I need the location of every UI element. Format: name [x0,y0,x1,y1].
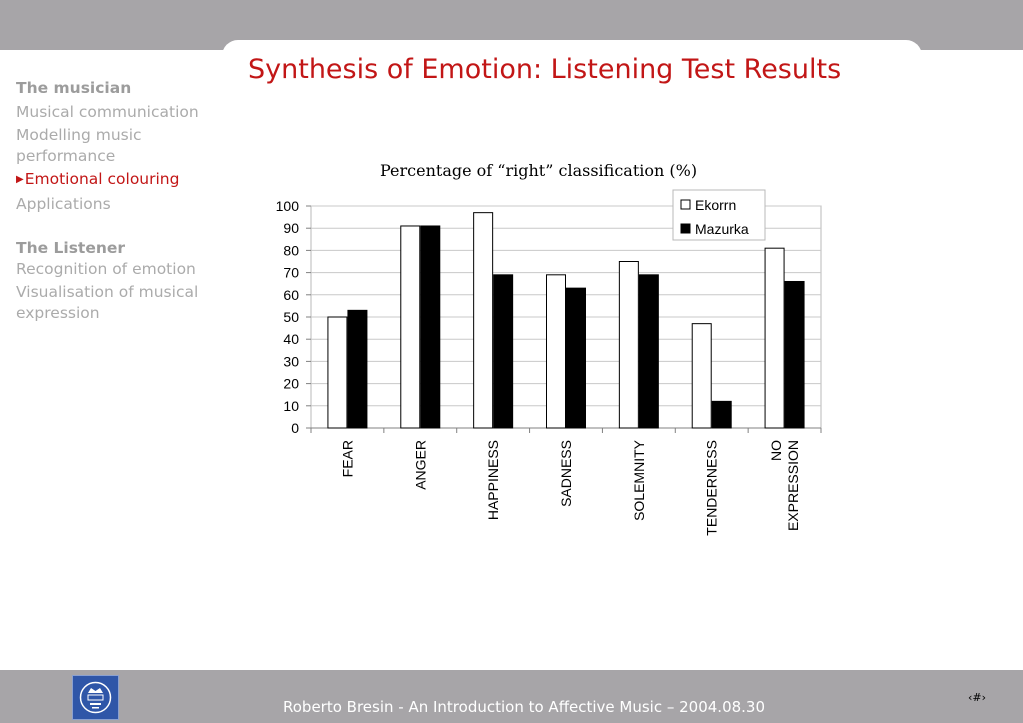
y-tick-label: 70 [283,265,299,281]
page-number: ‹#› [968,691,987,704]
bar-mazurka [638,274,659,429]
y-tick-label: 40 [283,331,299,347]
legend-swatch [680,223,691,234]
bar-ekorrn [618,261,639,429]
x-category-label: EXPRESSION [785,440,801,531]
x-category-label: SADNESS [558,440,574,507]
bar-mazurka [711,400,732,429]
bar-ekorrn [327,316,348,429]
sidebar-nav: The musician Musical communication Model… [16,78,216,323]
y-tick-label: 50 [283,309,299,325]
bar-ekorrn [546,274,566,429]
bar-ekorrn [691,323,712,429]
y-tick-label: 0 [291,420,299,436]
y-tick-label: 20 [283,376,299,392]
x-category-label: SOLEMNITY [631,439,647,521]
x-category-label: HAPPINESS [485,440,501,520]
y-tick-label: 10 [283,398,299,414]
sidebar-item-applications[interactable]: Applications [16,194,111,213]
x-category-label: NO [768,440,784,461]
bar-mazurka [420,225,441,429]
y-tick-label: 30 [283,353,299,369]
y-tick-label: 60 [283,287,299,303]
bar-mazurka [784,280,805,429]
sidebar-heading-listener: The Listener [16,239,126,257]
x-category-label: ANGER [412,440,428,490]
sidebar-item-visualisation-of-musical-expression[interactable]: Visualisation of musical expression [16,283,199,322]
slide-title: Synthesis of Emotion: Listening Test Res… [248,54,842,85]
legend-swatch [680,199,691,210]
legend-label: Ekorrn [695,197,736,213]
sidebar-item-modelling-music-performance[interactable]: Modelling music performance [16,126,142,165]
bar-mazurka [566,287,586,429]
footer-band [0,670,1023,723]
x-category-label: TENDERNESS [704,440,720,536]
y-tick-label: 100 [276,198,300,214]
bar-mazurka [347,309,368,429]
bar-ekorrn [400,225,421,429]
bar-mazurka [493,274,514,429]
y-tick-label: 90 [283,220,299,236]
sidebar-item-emotional-colouring[interactable]: Emotional colouring [16,169,216,191]
bar-ekorrn [473,212,494,429]
x-category-label: FEAR [339,440,355,477]
sidebar-heading-musician: The musician [16,79,132,97]
sidebar-item-musical-communication[interactable]: Musical communication [16,102,199,121]
sidebar-item-recognition-of-emotion[interactable]: Recognition of emotion [16,259,196,278]
y-tick-label: 80 [283,242,299,258]
legend-label: Mazurka [695,221,749,237]
kth-crest-icon [72,675,119,720]
chart-title: Percentage of “right” classification (%) [380,161,698,180]
bar-ekorrn [764,247,785,429]
footer-text: Roberto Bresin - An Introduction to Affe… [283,698,766,716]
